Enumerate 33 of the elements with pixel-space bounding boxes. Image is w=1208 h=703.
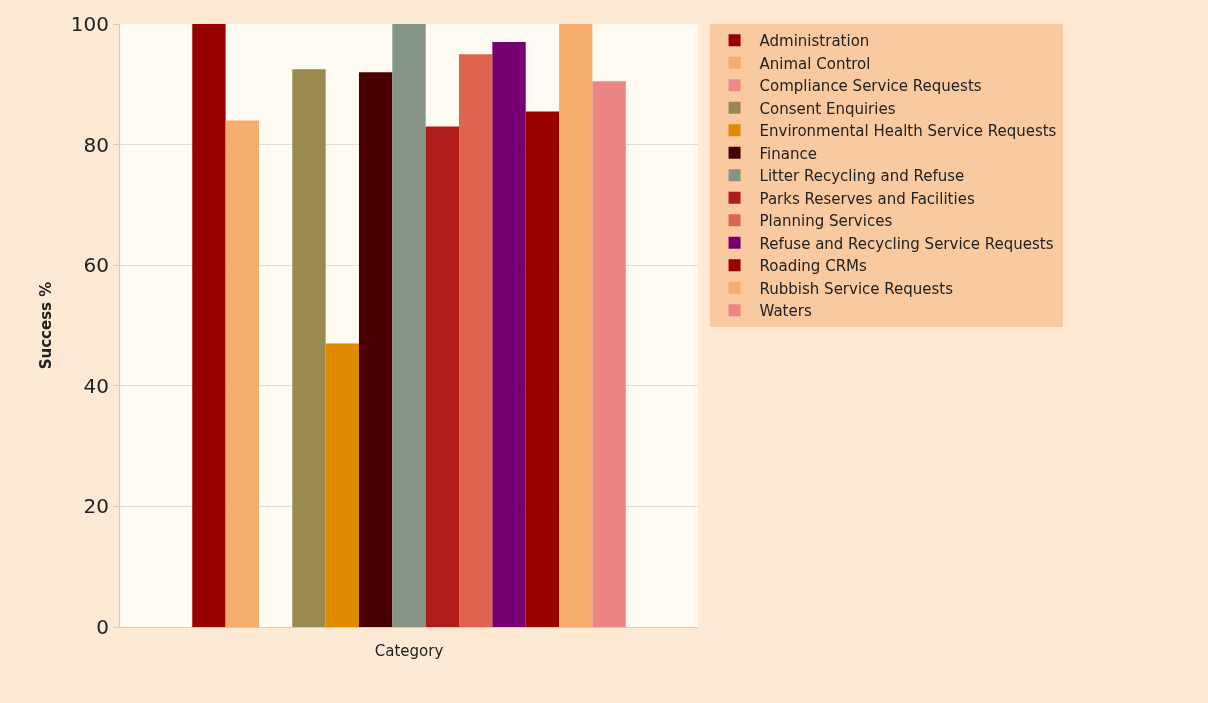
legend-label: Administration	[759, 32, 870, 51]
y-tick-label: 100	[70, 12, 109, 36]
bar	[292, 69, 326, 627]
legend-label: Parks Reserves and Facilities	[759, 189, 975, 208]
bar	[425, 126, 460, 627]
legend-label: Environmental Health Service Requests	[759, 122, 1057, 141]
bar	[325, 343, 359, 627]
legend-label: Animal Control	[759, 54, 871, 73]
y-tick-label: 0	[96, 615, 109, 639]
bar	[459, 54, 493, 627]
legend-label: Waters	[759, 302, 812, 321]
bar	[492, 42, 526, 627]
legend-label: Compliance Service Requests	[759, 77, 982, 96]
x-axis-title: Category	[374, 641, 444, 660]
legend-label: Refuse and Recycling Service Requests	[759, 234, 1054, 253]
legend-label: Litter Recycling and Refuse	[759, 167, 965, 186]
y-axis-title: Success %	[37, 281, 56, 370]
bar	[225, 120, 259, 627]
bar	[358, 72, 393, 627]
legend-label: Finance	[759, 144, 817, 163]
bar	[525, 111, 560, 627]
y-tick-label: 20	[83, 494, 109, 519]
legend-label: Rubbish Service Requests	[759, 279, 954, 298]
bar	[192, 24, 226, 627]
y-tick-label: 40	[83, 373, 109, 398]
bar	[559, 24, 593, 627]
y-tick-label: 60	[83, 253, 109, 278]
legend-label: Planning Services	[759, 212, 893, 231]
bar	[592, 81, 626, 627]
y-tick-label: 80	[83, 132, 109, 157]
legend-label: Roading CRMs	[759, 257, 867, 276]
legend-label: Consent Enquiries	[759, 99, 896, 118]
bar	[392, 24, 426, 627]
